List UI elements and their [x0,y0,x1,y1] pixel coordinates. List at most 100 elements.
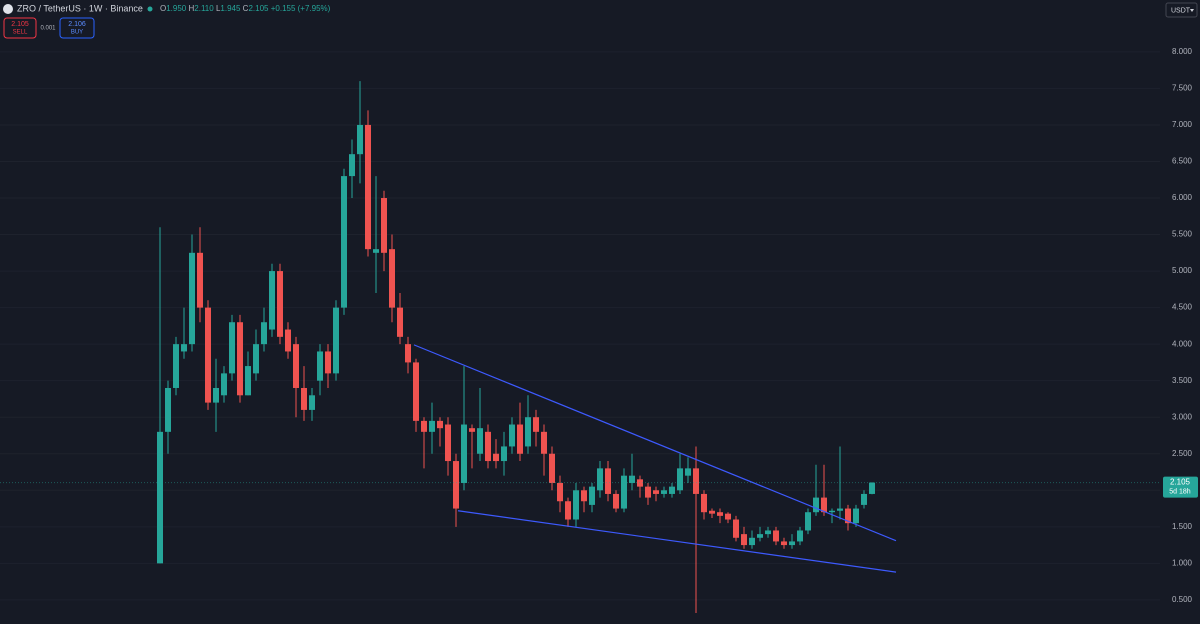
candle-body [685,468,691,476]
candle-body [165,387,171,432]
candle-body [501,446,507,462]
y-tick-label: 3.000 [1172,412,1193,421]
ohlc-value: 2.105 [248,4,269,13]
candle-body [285,329,291,352]
candle-body [677,468,683,491]
candle-body [477,428,483,454]
y-tick-label: 1.000 [1172,558,1193,567]
ohlc-key: C [243,4,249,13]
candle-body [189,252,195,345]
y-tick-label: 7.000 [1172,120,1193,129]
candle-body [853,508,859,524]
candle-body [581,490,587,502]
candle-body [773,530,779,542]
change: +0.155 (+7.95%) [271,4,331,13]
candle-body [237,322,243,396]
candle-body [621,475,627,509]
candle-body [461,424,467,483]
candle-body [717,512,723,516]
candle-body [517,424,523,454]
candle-body [309,395,315,410]
candle-body [645,486,651,498]
y-tick-label: 0.500 [1172,595,1193,604]
candle-body [261,322,267,345]
symbol: ZRO / TetherUS · 1W · Binance [17,3,143,13]
candle-body [301,387,307,410]
candle-body [789,541,795,546]
candle-body [317,351,323,381]
y-tick-label: 3.500 [1172,376,1193,385]
symbol-icon [3,4,13,14]
candle-body [405,344,411,363]
candle-body [869,482,875,494]
candle-body [829,510,835,513]
candle-body [701,493,707,513]
y-tick-label: 4.000 [1172,339,1193,348]
candle-body [541,431,547,454]
candle-body [613,493,619,509]
y-tick-label: 6.000 [1172,193,1193,202]
candle-body [341,176,347,308]
candle-body [429,420,435,432]
candle-body [693,468,699,494]
y-tick-label: 5.000 [1172,266,1193,275]
status-dot [147,6,153,12]
candle-body [813,497,819,513]
candle-body [373,249,379,253]
candle-body [205,307,211,403]
spread: 0.001 [40,26,56,32]
candle-body [733,519,739,538]
candle-body [549,453,555,483]
candle-body [293,344,299,388]
candle-body [277,271,283,337]
candle-body [653,490,659,494]
candle-body [725,513,731,520]
candle-body [269,271,275,330]
buy-button[interactable] [59,17,95,39]
candle-body [525,417,531,447]
y-tick-label: 2.500 [1172,449,1193,458]
currency[interactable]: USDT [1171,7,1191,14]
candle-body [181,344,187,352]
candle-body [573,490,579,520]
candle-body [253,344,259,374]
candle-body [637,479,643,487]
candle-body [509,424,515,447]
candle-body [421,420,427,432]
buy-label[interactable]: BUY [71,30,83,36]
currency-button[interactable] [1165,2,1198,18]
candle-body [629,475,635,483]
candle-body [565,501,571,520]
candle-body [325,351,331,374]
countdown: 5d 18h [1169,488,1191,495]
candle-body [221,373,227,396]
candle-body [837,508,843,511]
candle-body [741,534,747,546]
buy-price[interactable]: 2.106 [68,21,86,28]
candle-body [797,530,803,542]
candle-body [493,453,499,462]
candle-body [861,493,867,505]
sell-label[interactable]: SELL [13,30,28,36]
candle-body [605,468,611,494]
candle-body [781,541,787,546]
candle-body [589,486,595,505]
candle-body [533,417,539,432]
trendline [457,510,897,573]
ohlc-value: 2.110 [194,4,214,13]
candle-body [469,428,475,432]
candle-body [245,366,251,396]
candle-body [661,490,667,494]
y-tick-label: 8.000 [1172,47,1193,56]
sell-price[interactable]: 2.105 [11,21,29,28]
ohlc-value: 1.950 [166,4,187,13]
candle-body [389,249,395,308]
ohlc-value: 1.945 [220,4,241,13]
candle-body [365,124,371,250]
candle-body [597,468,603,491]
sell-button[interactable] [3,17,37,39]
ohlc-key: O [160,4,166,13]
candle-body [349,154,355,177]
